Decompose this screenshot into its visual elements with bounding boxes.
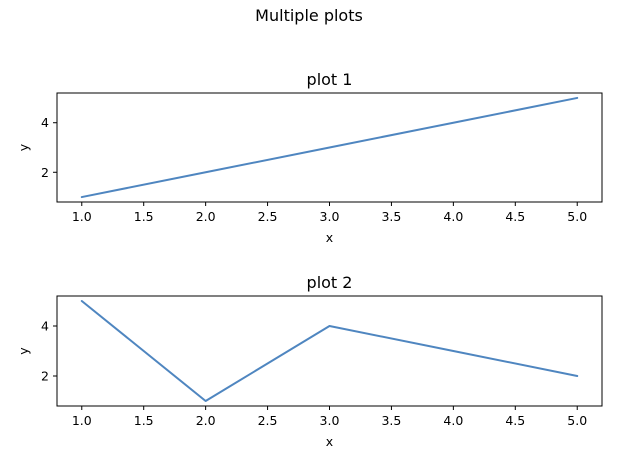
subplot-2-xtick-label: 4.0 — [443, 413, 463, 428]
subplot-1-xtick-label: 2.5 — [258, 209, 278, 224]
subplot-2-ylabel: y — [16, 347, 31, 355]
subplot-1: plot 1 1.0 1.5 2.0 2.5 3.0 3.5 4.0 4.5 5.0 2 4 x y — [16, 70, 603, 245]
subplot-2-ytick-label: 4 — [41, 319, 49, 334]
subplot-1-ytick-label: 4 — [41, 115, 49, 130]
subplot-2-xlabel: x — [326, 434, 333, 449]
subplot-1-xtick-label: 3.5 — [381, 209, 401, 224]
subplot-2-ytick-label: 2 — [41, 369, 49, 384]
subplot-2: plot 2 1.0 1.5 2.0 2.5 3.0 3.5 4.0 4.5 5.0 2 4 x y — [16, 273, 603, 449]
subplot-2-xtick-label: 3.0 — [320, 413, 340, 428]
subplot-2-xtick-label: 1.0 — [72, 413, 92, 428]
subplot-1-title: plot 1 — [307, 70, 353, 89]
subplots: plot 11.0 1.5 2.0 2.5 3.0 3.5 4.0 4.5 5.024xyplo… — [16, 70, 603, 449]
subplot-2-axes-frame — [56, 295, 603, 407]
subplot-2-xtick-label: 2.5 — [258, 413, 278, 428]
subplot-2-series-line-1 — [80, 300, 579, 402]
subplot-1-xtick-label: 5.0 — [567, 209, 587, 224]
figure-title: Multiple plots — [255, 6, 363, 25]
subplot-2-xtick-label: 3.5 — [381, 413, 401, 428]
subplot-1-series-line-1 — [80, 96, 579, 199]
subplot-2-xtick-label: 5.0 — [567, 413, 587, 428]
subplot-1-xtick-label: 4.5 — [505, 209, 525, 224]
subplot-2-title: plot 2 — [307, 273, 353, 292]
subplot-1-xtick-label: 1.0 — [72, 209, 92, 224]
subplot-1-xtick-label: 2.0 — [196, 209, 216, 224]
subplot-1-xlabel: x — [326, 230, 333, 245]
subplot-2-xtick-label: 2.0 — [196, 413, 216, 428]
subplot-1-ylabel: y — [16, 143, 31, 151]
subplot-2-xtick-label: 1.5 — [134, 413, 154, 428]
subplot-1-xtick-label: 4.0 — [443, 209, 463, 224]
subplot-1-xtick-label: 3.0 — [320, 209, 340, 224]
subplot-1-xtick-label: 1.5 — [134, 209, 154, 224]
subplot-1-ytick-label: 2 — [41, 165, 49, 180]
subplot-2-xtick-label: 4.5 — [505, 413, 525, 428]
